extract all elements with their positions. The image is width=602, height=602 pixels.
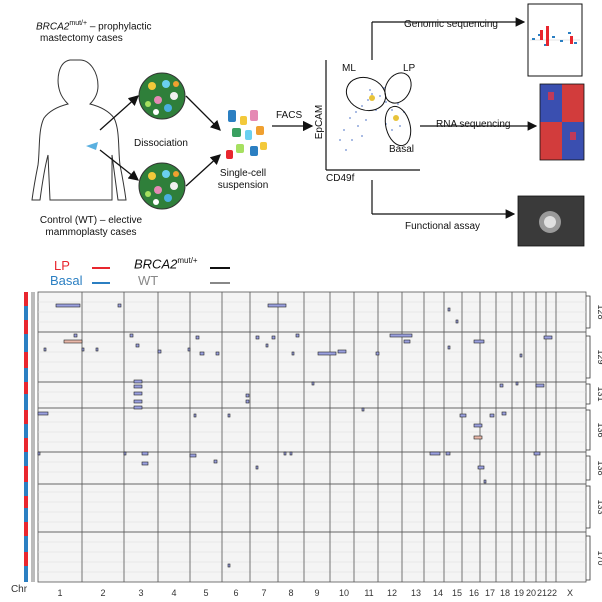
cnv-map: Chr 1 2 3 4 5 6 7 8 9 10 11 12 13 14 15 … — [11, 291, 602, 598]
brca-caption-line2: mastectomy cases — [40, 33, 123, 45]
chr-label: 21 — [537, 588, 547, 598]
brca-gene-label: BRCA2 — [36, 21, 70, 33]
chr-label: 19 — [514, 588, 524, 598]
facs-plot — [325, 60, 420, 171]
sample-group-label: 138 — [596, 460, 602, 475]
chr-label: 20 — [526, 588, 536, 598]
rna-heatmap-thumbnail — [539, 83, 585, 161]
chr-label: 15 — [452, 588, 462, 598]
chr-label: 14 — [433, 588, 443, 598]
chr-axis-label: Chr — [11, 584, 28, 595]
tissue-dish-bottom-icon — [138, 162, 186, 210]
brca-superscript: mut/+ — [69, 20, 88, 27]
chr-label: 5 — [203, 588, 208, 598]
legend-lp-swatch — [92, 267, 110, 269]
legend-brca-sup: mut/+ — [177, 256, 198, 265]
chr-label: 8 — [288, 588, 293, 598]
cnv-frame — [37, 291, 587, 583]
sample-group-label: 129 — [596, 349, 602, 364]
brca-caption: BRCA2mut/+ – prophylactic mastectomy cas… — [36, 18, 186, 45]
legend-wt-swatch — [210, 282, 230, 284]
sample-group-label: 136 — [596, 422, 602, 437]
genomic-sequencing-label: Genomic sequencing — [404, 19, 498, 30]
cd49f-label: CD49f — [326, 173, 355, 184]
sample-group-brackets — [586, 295, 591, 581]
chr-label: 11 — [364, 588, 373, 598]
control-caption-line2: mammoplasty cases — [45, 227, 137, 238]
legend-basal-label: Basal — [50, 273, 83, 288]
control-caption: Control (WT) – elective mammoplasty case… — [16, 215, 166, 239]
woman-silhouette-icon — [31, 59, 127, 201]
tissue-sample-icon — [86, 142, 98, 150]
chr-label: 12 — [387, 588, 397, 598]
sample-group-label: 131 — [596, 386, 602, 401]
sample-group-label: 170 — [596, 550, 602, 565]
chr-label: 13 — [411, 588, 421, 598]
legend-wt-label: WT — [138, 273, 159, 288]
functional-assay-thumbnail — [517, 195, 585, 247]
legend-brca-swatch — [210, 267, 230, 269]
gate-ml-label: ML — [342, 63, 356, 74]
chr-label: 1 — [57, 588, 62, 598]
chr-label: X — [567, 588, 573, 598]
legend-lp-label: LP — [54, 258, 70, 273]
single-cell-line2: suspension — [217, 180, 269, 191]
chr-label: 22 — [547, 588, 557, 598]
genomic-thumbnail — [527, 3, 583, 77]
legend: LP Basal BRCA2mut/+ WT — [50, 256, 302, 290]
chr-label: 17 — [485, 588, 495, 598]
gate-lp-label: LP — [403, 63, 416, 74]
facs-label: FACS — [276, 110, 303, 121]
legend-brca-label: BRCA2mut/+ — [134, 256, 198, 271]
chromosome-labels: Chr 1 2 3 4 5 6 7 8 9 10 11 12 13 14 15 … — [11, 584, 573, 598]
legend-basal-swatch — [92, 282, 110, 284]
workflow-panel: BRCA2mut/+ – prophylactic mastectomy cas… — [0, 0, 602, 255]
brca-caption-rest: – prophylactic — [87, 21, 152, 33]
single-cell-icon — [226, 110, 267, 159]
chr-label: 9 — [314, 588, 319, 598]
gate-basal-label: Basal — [389, 144, 415, 155]
dissociation-label: Dissociation — [134, 138, 188, 149]
chr-label: 16 — [469, 588, 479, 598]
chr-label: 3 — [138, 588, 143, 598]
chr-label: 4 — [171, 588, 176, 598]
chr-label: 10 — [339, 588, 349, 598]
sample-group-label: 128 — [596, 304, 602, 319]
sample-type-bar — [24, 292, 35, 582]
sample-group-labels: 128 129 131 136 138 133 170 — [596, 304, 602, 565]
legend-brca-gene: BRCA2 — [134, 256, 178, 272]
chr-label: 2 — [100, 588, 105, 598]
chr-label: 6 — [233, 588, 238, 598]
workflow-graphics — [31, 3, 585, 247]
rna-sequencing-label: RNA sequencing — [436, 119, 511, 130]
single-cell-line1: Single-cell — [219, 168, 267, 179]
chr-label: 7 — [261, 588, 266, 598]
tissue-dish-top-icon — [138, 72, 186, 120]
cnv-events — [37, 303, 553, 568]
sample-group-label: 133 — [596, 499, 602, 514]
single-cell-label: Single-cell suspension — [212, 168, 274, 192]
chr-label: 18 — [500, 588, 510, 598]
control-caption-line1: Control (WT) – elective — [39, 215, 143, 226]
functional-assay-label: Functional assay — [405, 221, 481, 232]
